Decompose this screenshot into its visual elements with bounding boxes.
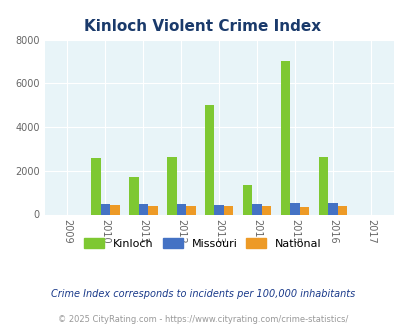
Bar — [318, 156, 328, 214]
Bar — [166, 156, 176, 214]
Bar — [280, 61, 290, 214]
Bar — [261, 206, 271, 214]
Bar — [252, 204, 261, 214]
Bar — [129, 177, 138, 214]
Text: Crime Index corresponds to incidents per 100,000 inhabitants: Crime Index corresponds to incidents per… — [51, 289, 354, 299]
Bar — [176, 204, 185, 214]
Bar — [224, 206, 233, 214]
Text: Kinloch Violent Crime Index: Kinloch Violent Crime Index — [84, 19, 321, 34]
Text: © 2025 CityRating.com - https://www.cityrating.com/crime-statistics/: © 2025 CityRating.com - https://www.city… — [58, 315, 347, 324]
Bar — [110, 205, 119, 214]
Legend: Kinloch, Missouri, National: Kinloch, Missouri, National — [79, 234, 326, 253]
Bar — [100, 204, 110, 214]
Bar — [214, 205, 224, 214]
Bar — [328, 203, 337, 214]
Bar — [299, 207, 309, 215]
Bar — [290, 203, 299, 214]
Bar — [138, 204, 148, 215]
Bar — [185, 206, 195, 214]
Bar — [148, 206, 157, 214]
Bar — [91, 158, 100, 214]
Bar — [242, 185, 252, 214]
Bar — [337, 206, 346, 214]
Bar — [205, 105, 214, 214]
